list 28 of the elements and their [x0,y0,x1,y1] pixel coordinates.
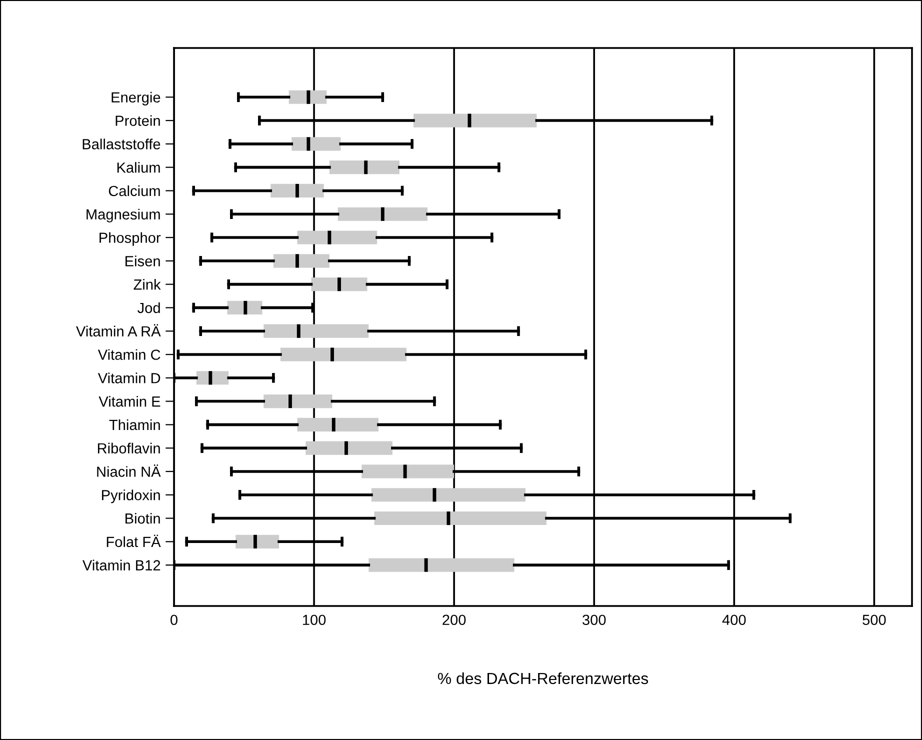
y-tick-label: Kalium [117,162,160,173]
y-tick-label: Protein [116,115,160,126]
y-tick-label: Energie [112,92,160,106]
x-tick-label: 100 [302,614,326,626]
y-tick-label: Jod [138,302,160,314]
x-axis-title: % des DACH-Referenzwertes [438,672,648,684]
x-tick-label: 300 [582,614,606,626]
y-tick-label: Folat FÄ [106,534,161,548]
x-tick-label: 500 [862,614,886,626]
y-tick-label: Biotin [126,512,160,524]
y-tick-label: Calcium [108,185,160,196]
y-tick-label: Zink [134,279,161,290]
y-tick-label: Vitamin A RÄ [76,324,161,337]
y-tick-label: Vitamin E [98,396,160,407]
x-tick-label: 0 [170,614,178,626]
x-tick-label: 400 [722,614,746,626]
y-tick-label: Thiamin [109,419,160,430]
y-tick-label: Riboflavin [98,442,160,454]
y-tick-label: Vitamin B12 [82,560,160,570]
y-tick-label: Vitamin C [98,349,160,360]
y-tick-label: Phosphor [100,232,161,246]
y-tick-label: Pyridoxin [102,490,160,504]
y-tick-label: Ballaststoffe [82,138,160,150]
y-tick-label: Niacin NÄ [97,464,161,477]
y-tick-label: Magnesium [86,208,160,222]
y-tick-label: Eisen [126,256,160,266]
x-tick-label: 200 [442,614,466,626]
y-tick-label: Vitamin D [98,372,160,384]
